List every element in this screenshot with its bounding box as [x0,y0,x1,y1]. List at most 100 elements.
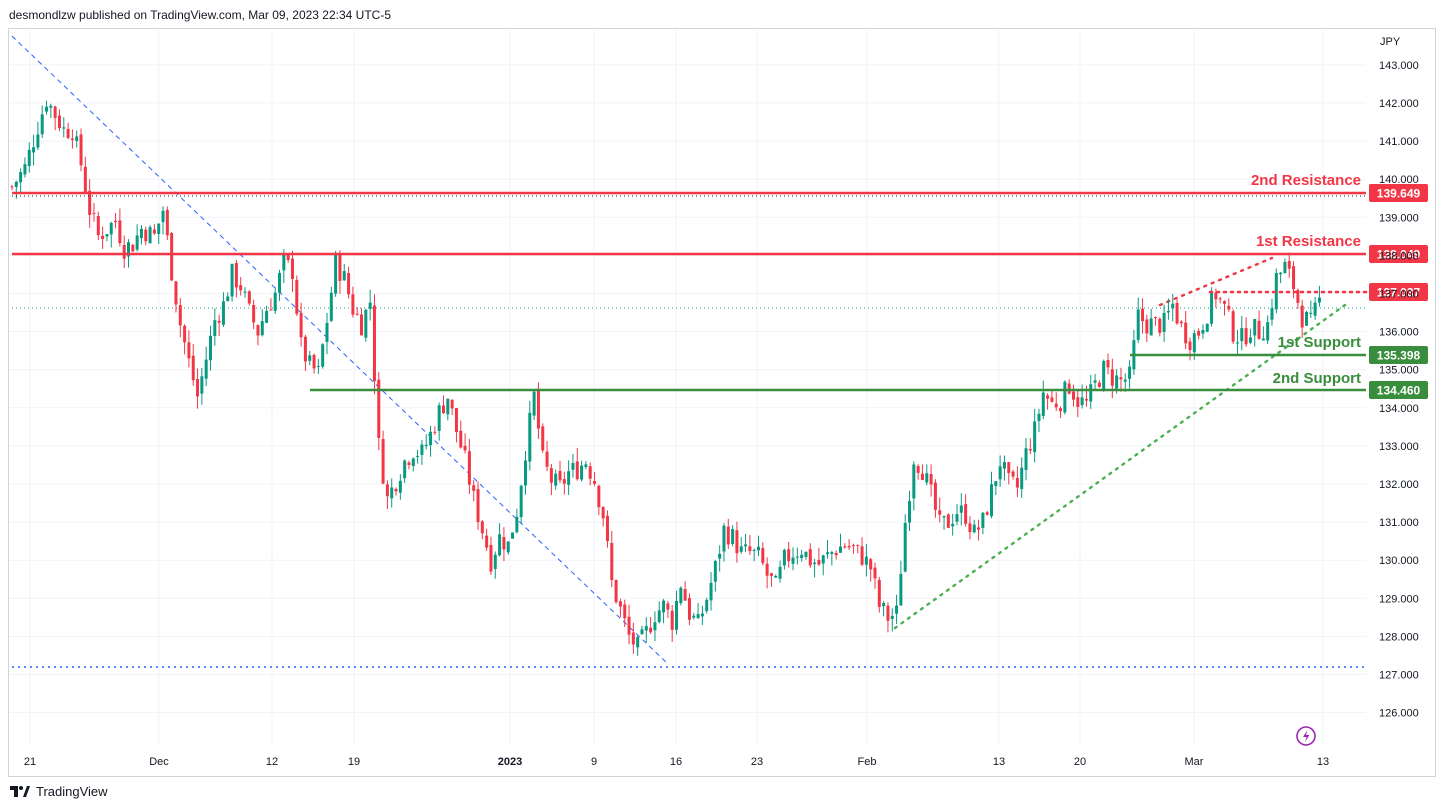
candle-body [1080,397,1084,406]
tradingview-logo[interactable]: TradingView [10,784,108,799]
candle-body [221,301,225,325]
candle-body [709,582,713,601]
candle-body [778,566,782,579]
candle-body [1261,338,1265,341]
candle-body [1317,297,1321,303]
x-tick-label: Dec [149,756,169,768]
x-tick-label: 23 [751,756,763,768]
candle-body [588,466,592,479]
candle-body [631,632,635,645]
y-tick-label: 126.000 [1379,708,1419,720]
candle-body [1084,398,1088,401]
candle-body [1011,471,1015,477]
candle-body [372,305,376,382]
y-tick-label: 139.000 [1379,212,1419,224]
candle-body [1240,328,1244,342]
price-tag [1369,184,1428,202]
price-tag [1369,381,1428,399]
candle-body [1274,273,1278,310]
publisher-line: desmondlzw published on TradingView.com,… [9,8,391,22]
candle-body [269,309,273,311]
candle-body [895,605,899,614]
candle-body [653,622,657,631]
candle-body [32,147,36,153]
y-tick-label: 131.000 [1379,517,1419,529]
candle-body [838,546,842,553]
candle-body [239,285,243,291]
candles [10,100,1321,656]
candle-body [679,587,683,604]
chart-frame [8,28,1436,777]
candle-body [515,516,519,533]
candle-body [1179,321,1183,324]
candle-body [1175,302,1179,324]
y-tick-label: 143.000 [1379,60,1419,72]
candle-body [903,523,907,572]
x-tick-label: 9 [591,756,597,768]
candle-body [705,599,709,612]
candle-body [183,325,187,343]
candle-body [968,523,972,533]
x-axis: 21 Dec 12 19 2023 9 16 23 Feb 13 20 Mar 13 [24,756,1329,768]
candle-body [299,313,303,338]
candle-body [498,534,502,556]
candle-body [1201,330,1205,334]
candle-body [1257,320,1261,339]
candle-body [813,562,817,565]
candle-body [1309,312,1313,314]
candle-body [834,552,838,556]
candle-body [49,105,53,108]
candle-body [657,610,661,623]
candle-body [204,359,208,379]
candle-body [265,310,269,323]
candle-body [618,601,622,607]
candle-body [1214,292,1218,300]
candle-body [1166,310,1170,313]
grid-lines [9,30,1366,745]
candle-body [92,212,96,214]
candle-body [424,444,428,447]
candle-body [381,439,385,484]
candle-body [243,291,247,293]
y-tick-label: 142.000 [1379,98,1419,110]
candle-body [1184,322,1188,344]
level-name: 1st Resistance [1256,233,1361,250]
candle-body [864,556,868,565]
candle-body [1106,360,1110,368]
candle-body [139,228,143,239]
candle-body [217,320,221,323]
x-tick-label: 20 [1074,756,1086,768]
candle-body [342,271,346,281]
candle-body [122,244,126,259]
candle-body [480,521,484,534]
candle-body [1024,448,1028,470]
x-tick-label: Feb [858,756,877,768]
y-tick-label: 141.000 [1379,136,1419,148]
lightning-icon[interactable] [1296,726,1316,746]
candle-body [446,398,450,415]
candle-body [1115,375,1119,389]
candle-body [614,580,618,603]
candle-body [230,263,234,297]
x-tick-label: 12 [266,756,278,768]
candle-body [1007,462,1011,474]
candle-body [53,106,57,118]
candle-body [45,106,49,112]
candle-body [977,527,981,530]
candle-body [1015,477,1019,488]
candle-body [761,548,765,564]
y-tick-label: 128.000 [1379,631,1419,643]
y-tick-label: 127.000 [1379,670,1419,682]
candle-body [467,451,471,485]
candle-body [1287,260,1291,269]
level-name: 2nd Support [1273,370,1361,387]
candle-body [532,391,536,416]
candle-body [325,322,329,342]
candle-body [722,525,726,552]
candle-body [981,512,985,528]
candle-body [96,215,100,236]
y-tick-label: 132.000 [1379,479,1419,491]
candle-body [135,235,139,250]
candle-body [450,399,454,409]
